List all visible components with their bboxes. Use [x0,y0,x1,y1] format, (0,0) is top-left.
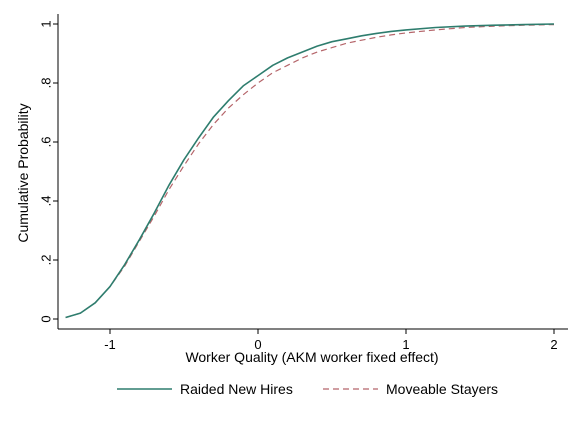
legend-label-0: Raided New Hires [180,381,293,397]
series-line-0 [65,23,555,319]
x-tick-label: 0 [254,337,261,352]
y-tick-label: .6 [39,137,54,148]
y-tick-label: 1 [39,20,54,27]
x-axis-title: Worker Quality (AKM worker fixed effect) [185,349,438,365]
y-axis-title: Cumulative Probability [15,103,31,242]
axes: 0 .2 .4 .6 .8 1 -1 0 1 2 [39,14,568,352]
x-tick-label: -1 [104,337,116,352]
y-tick-label: 0 [39,315,54,322]
y-tick-label: .4 [39,196,54,207]
y-tick-label: .8 [39,78,54,89]
legend: Raided New Hires Moveable Stayers [117,381,498,397]
x-tick-label: 1 [402,337,409,352]
series-layer [65,23,555,319]
y-tick-label: .2 [39,255,54,266]
x-tick-label: 2 [550,337,557,352]
legend-label-1: Moveable Stayers [386,381,498,397]
